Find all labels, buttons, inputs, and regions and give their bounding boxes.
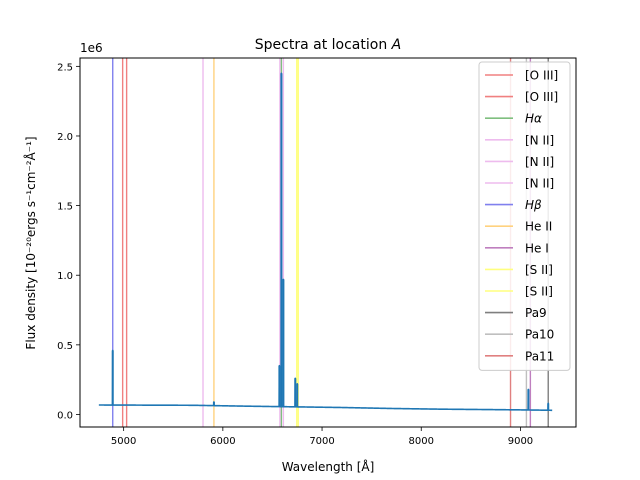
legend: [O III] [O III] Hα [N II] [N II] [N II] Hβ He I… (478, 61, 571, 371)
legend-label-12: Pa10 (525, 328, 554, 342)
y-multiplier-label: 1e6 (80, 41, 103, 55)
y-tick-label-0: 0.0 (57, 410, 73, 421)
x-tick-label-3: 8000 (409, 436, 434, 447)
x-tick-label-4: 9000 (508, 436, 533, 447)
chart-title: Spectra at location A (255, 37, 401, 53)
legend-label-0: [O III] (525, 69, 558, 83)
y-tick-label-5: 2.5 (57, 62, 73, 73)
y-axis-ticks: 0.0 0.5 1.0 1.5 2.0 2.5 (57, 62, 80, 421)
legend-label-10: [S II] (525, 285, 553, 299)
legend-label-3: [N II] (525, 133, 554, 147)
y-tick-label-4: 2.0 (57, 132, 73, 143)
legend-box (478, 61, 571, 371)
x-tick-label-0: 5000 (111, 436, 136, 447)
x-axis-label: Wavelength [Å] (282, 459, 375, 474)
y-tick-label-1: 0.5 (57, 341, 73, 352)
legend-label-11: Pa9 (525, 306, 547, 320)
legend-label-9: [S II] (525, 263, 553, 277)
y-tick-label-3: 1.5 (57, 202, 73, 213)
x-axis-ticks: 5000 6000 7000 8000 9000 (111, 427, 533, 447)
y-tick-label-2: 1.0 (57, 271, 73, 282)
legend-label-6: Hβ (525, 198, 542, 212)
x-tick-label-2: 7000 (309, 436, 334, 447)
y-axis-label: Flux density [10⁻²⁰ergs s⁻¹cm⁻²Å⁻¹] (23, 136, 38, 349)
legend-label-7: He II (525, 220, 552, 234)
legend-label-4: [N II] (525, 155, 554, 169)
x-tick-label-1: 6000 (210, 436, 235, 447)
spectrum-series-line (98, 72, 553, 412)
legend-label-13: Pa11 (525, 349, 554, 363)
axes-frame (79, 57, 577, 428)
legend-label-5: [N II] (525, 177, 554, 191)
legend-label-8: He I (525, 241, 549, 255)
legend-label-2: Hα (525, 112, 542, 126)
legend-label-1: [O III] (525, 90, 558, 104)
spectrum-layer (98, 72, 553, 412)
